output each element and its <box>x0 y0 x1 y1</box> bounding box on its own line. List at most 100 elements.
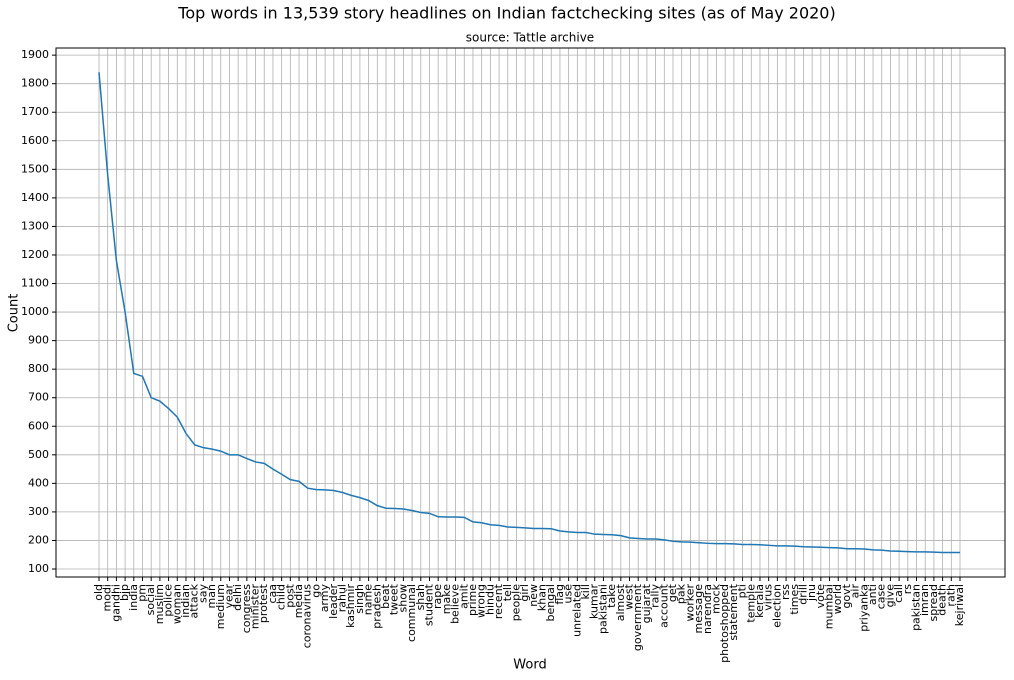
chart-subtitle: source: Tattle archive <box>466 31 594 45</box>
y-tick-label: 1300 <box>21 219 49 232</box>
x-tick-label: child <box>275 584 288 610</box>
x-tick-label: rahul <box>336 584 349 612</box>
x-tick-label: tell <box>501 584 514 601</box>
x-tick-label: khan <box>536 584 549 611</box>
x-tick-label: amit <box>457 583 470 609</box>
x-tick-label: hindu <box>483 584 496 615</box>
y-tick-label: 400 <box>28 476 49 489</box>
x-tick-label: people <box>509 584 522 622</box>
x-tick-label: air <box>849 584 862 599</box>
y-tick-label: 100 <box>28 562 49 575</box>
x-tick-label: woman <box>170 584 183 624</box>
x-tick-label: get <box>666 583 679 602</box>
x-tick-label: rape <box>431 584 444 609</box>
x-tick-label: worker <box>683 584 696 622</box>
y-tick-label: 1100 <box>21 277 49 290</box>
x-tick-label: account <box>657 583 670 628</box>
x-tick-label: kumar <box>588 584 601 619</box>
x-tick-label: government <box>631 583 644 651</box>
x-tick-label: kill <box>579 584 592 600</box>
x-tick-label: go <box>309 584 322 598</box>
x-tick-label: show <box>396 584 409 612</box>
y-tick-label: 600 <box>28 419 49 432</box>
y-tick-label: 500 <box>28 448 49 461</box>
x-tick-label: communal <box>405 584 418 642</box>
x-tick-label: virus <box>762 584 775 611</box>
x-tick-label: unrelated <box>570 584 583 637</box>
x-tick-label: make <box>440 584 453 614</box>
chart-title: Top words in 13,539 story headlines on I… <box>177 4 835 23</box>
x-axis-label: Word <box>513 658 546 673</box>
x-tick-label: army <box>318 584 331 613</box>
x-tick-label: pakistani <box>596 584 609 634</box>
x-tick-label: pti <box>736 584 749 598</box>
x-tick-label: wrong <box>475 584 488 618</box>
x-tick-label: take <box>605 584 618 608</box>
x-tick-label: flag <box>553 584 566 605</box>
x-tick-label: student <box>422 583 435 626</box>
x-tick-label: call <box>892 584 905 603</box>
x-tick-label: man <box>205 584 218 608</box>
x-tick-label: priyanka <box>857 584 870 632</box>
y-tick-label: 1700 <box>21 105 49 118</box>
x-tick-label: name <box>362 584 375 615</box>
y-tick-label: 1500 <box>21 162 49 175</box>
x-tick-label: prime <box>466 584 479 616</box>
data-line <box>98 72 960 554</box>
x-tick-label: say <box>196 584 209 603</box>
x-tick-label: election <box>770 584 783 628</box>
x-tick-label: tweet <box>388 583 401 615</box>
y-tick-label: 900 <box>28 334 49 347</box>
y-tick-label: 1400 <box>21 191 49 204</box>
x-tick-label: modi <box>101 584 114 611</box>
x-tick-label: west <box>623 583 636 609</box>
x-tick-label: pak <box>675 583 688 604</box>
x-tick-label: photoshopped <box>718 584 731 663</box>
x-tick-label: delhi <box>231 584 244 611</box>
x-tick-label: medium <box>214 584 227 629</box>
y-tick-label: 1900 <box>21 48 49 61</box>
x-tick-label: leader <box>327 584 340 619</box>
x-tick-label: narendra <box>701 584 714 634</box>
x-tick-label: pradesh <box>370 584 383 629</box>
plot-frame <box>55 47 1006 578</box>
x-tick-label: congress <box>240 584 253 634</box>
x-tick-label: rath <box>944 584 957 607</box>
x-tick-label: statement <box>727 583 740 640</box>
y-axis-label: Count <box>7 294 22 333</box>
x-tick-label: world <box>831 584 844 614</box>
x-tick-label: believe <box>449 584 462 624</box>
x-tick-label: mock <box>709 583 722 613</box>
y-tick-label: 1600 <box>21 134 49 147</box>
x-tick-label: bjp <box>118 584 131 601</box>
x-tick-label: pakistan <box>910 584 923 631</box>
x-tick-label: case <box>875 584 888 610</box>
x-tick-label: india <box>127 584 140 611</box>
x-tick-label: rs <box>901 584 914 595</box>
x-tick-label: beat <box>379 583 392 608</box>
y-tick-label: 800 <box>28 362 49 375</box>
x-tick-label: protest <box>257 583 270 623</box>
x-tick-label: imran <box>918 584 931 616</box>
x-tick-label: anti <box>866 584 879 605</box>
x-tick-label: singh <box>353 584 366 614</box>
y-tick-label: 1800 <box>21 77 49 90</box>
x-tick-label: use <box>562 584 575 604</box>
x-tick-label: attack <box>188 583 201 618</box>
x-tick-label: message <box>692 584 705 634</box>
x-tick-label: govt <box>840 583 853 608</box>
x-tick-label: year <box>222 584 235 609</box>
x-tick-label: times <box>788 584 801 615</box>
x-tick-label: girl <box>518 584 531 602</box>
x-tick-label: temple <box>744 584 757 623</box>
x-tick-label: rally <box>649 584 662 608</box>
x-tick-label: rss <box>779 584 792 600</box>
x-tick-label: post <box>283 583 296 607</box>
x-tick-label: kashmir <box>344 584 357 628</box>
y-tick-label: 1200 <box>21 248 49 261</box>
x-tick-label: vote <box>814 584 827 609</box>
x-tick-label: spread <box>927 584 940 622</box>
x-tick-label: recent <box>492 583 505 619</box>
x-tick-label: gandhi <box>109 584 122 622</box>
